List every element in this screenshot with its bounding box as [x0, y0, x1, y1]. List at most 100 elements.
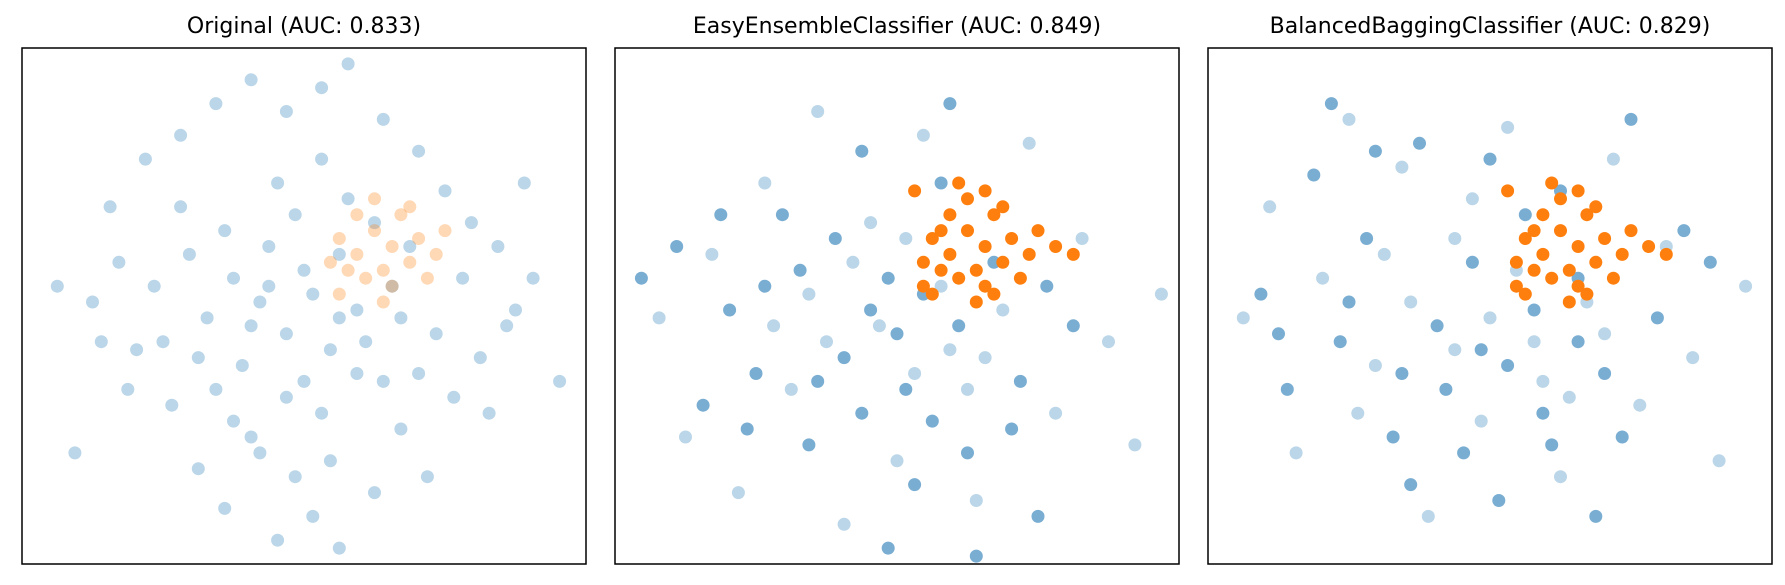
- panel-title-original: Original (AUC: 0.833): [187, 14, 421, 39]
- scatter-point-majority-correct: [1501, 359, 1515, 372]
- scatter-point-majority: [315, 406, 329, 420]
- scatter-point-majority: [385, 279, 399, 293]
- scatter-point-majority: [218, 501, 232, 515]
- scatter-point-minority: [978, 240, 992, 253]
- scatter-point-majority: [403, 240, 417, 253]
- scatter-point-majority: [1448, 232, 1462, 245]
- scatter-point-majority: [517, 176, 531, 190]
- scatter-point-majority: [420, 470, 434, 484]
- scatter-point-minority: [412, 232, 426, 245]
- scatter-point-majority: [200, 311, 214, 325]
- scatter-point-minority: [376, 295, 390, 309]
- scatter-point-majority: [112, 255, 126, 269]
- scatter-point-majority: [872, 319, 886, 333]
- scatter-point-majority: [138, 152, 152, 166]
- scatter-point-majority: [1368, 359, 1382, 372]
- scatter-point-minority: [332, 287, 346, 301]
- scatter-point-majority-correct: [1368, 144, 1382, 158]
- scatter-point-majority-correct: [1413, 136, 1426, 150]
- scatter-point-majority: [473, 351, 487, 365]
- scatter-point-minority: [996, 255, 1010, 269]
- scatter-point-minority: [1545, 176, 1559, 190]
- scatter-point-majority: [156, 335, 170, 349]
- scatter-point-minority: [1022, 247, 1036, 261]
- scatter-point-majority: [1465, 192, 1479, 206]
- scatter-point-majority: [306, 287, 320, 301]
- scatter-point-majority: [1351, 406, 1365, 420]
- scatter-point-majority-correct: [952, 319, 966, 333]
- scatter-point-majority: [456, 271, 470, 285]
- scatter-point-minority: [908, 184, 922, 198]
- scatter-point-minority: [1545, 271, 1559, 285]
- scatter-point-majority: [864, 216, 878, 230]
- scatter-point-majority: [1316, 271, 1330, 285]
- scatter-point-majority: [350, 303, 364, 317]
- scatter-point-minority: [394, 208, 408, 222]
- scatter-point-minority: [323, 255, 337, 269]
- scatter-point-majority-correct: [1492, 494, 1506, 507]
- scatter-point-majority: [315, 152, 329, 166]
- scatter-point-majority: [412, 367, 426, 380]
- scatter-point-majority: [500, 319, 514, 333]
- scatter-point-majority: [1606, 152, 1620, 166]
- scatter-point-majority-correct: [696, 398, 710, 412]
- scatter-point-majority: [332, 541, 346, 555]
- scatter-point-majority: [323, 454, 337, 468]
- scatter-point-minority: [350, 247, 364, 261]
- scatter-point-minority: [1606, 271, 1620, 285]
- scatter-point-minority: [996, 200, 1010, 214]
- scatter-point-majority: [50, 279, 64, 293]
- scatter-point-majority-correct: [890, 327, 904, 341]
- scatter-point-majority: [908, 367, 922, 380]
- scatter-point-majority: [315, 81, 329, 95]
- scatter-point-majority-correct: [1395, 367, 1409, 380]
- scatter-point-minority: [1509, 255, 1523, 269]
- scatter-point-majority-correct: [714, 208, 728, 222]
- scatter-point-majority-correct: [1430, 319, 1444, 333]
- scatter-point-minority: [1598, 232, 1612, 245]
- scatter-point-majority: [368, 216, 381, 230]
- scatter-point-minority: [1536, 247, 1550, 261]
- scatter-point-minority: [969, 295, 983, 309]
- scatter-point-minority: [385, 279, 399, 293]
- scatter-point-minority: [1536, 208, 1550, 222]
- scatter-point-majority: [447, 390, 461, 404]
- scatter-point-majority-correct: [1324, 97, 1338, 111]
- scatter-point-majority-correct: [837, 351, 851, 365]
- scatter-point-majority: [332, 247, 346, 261]
- scatter-point-minority: [978, 184, 992, 198]
- scatter-point-minority: [341, 263, 355, 277]
- scatter-point-majority-correct: [1474, 343, 1488, 357]
- scatter-point-minority: [1615, 247, 1629, 261]
- scatter-point-majority-correct: [925, 414, 939, 428]
- scatter-point-majority: [526, 271, 540, 285]
- scatter-point-majority: [1154, 287, 1168, 301]
- scatter-point-majority: [837, 517, 851, 531]
- scatter-point-minority: [1659, 247, 1673, 261]
- scatter-point-minority: [1527, 263, 1541, 277]
- scatter-point-majority: [376, 374, 390, 388]
- scatter-point-majority: [758, 176, 772, 190]
- scatter-point-majority: [429, 327, 443, 341]
- scatter-point-majority: [767, 319, 781, 333]
- scatter-point-minority: [1066, 247, 1080, 261]
- scatter-point-majority: [1263, 200, 1277, 214]
- scatter-point-majority-correct: [1457, 446, 1471, 460]
- scatter-point-majority-correct: [1527, 303, 1541, 317]
- scatter-point-majority: [262, 240, 276, 253]
- scatter-point-majority-correct: [943, 97, 957, 111]
- scatter-point-majority: [253, 295, 267, 309]
- scatter-point-majority: [359, 335, 373, 349]
- scatter-point-majority-correct: [1404, 478, 1418, 492]
- scatter-point-minority: [438, 224, 452, 238]
- scatter-point-majority: [394, 422, 408, 436]
- scatter-point-minority: [952, 271, 966, 285]
- scatter-point-majority-correct: [670, 240, 684, 253]
- scatter-point-minority: [925, 287, 939, 301]
- scatter-point-majority: [1501, 120, 1515, 134]
- scatter-point-minority: [403, 255, 417, 269]
- scatter-point-majority: [820, 335, 833, 349]
- scatter-point-majority: [68, 446, 82, 460]
- scatter-point-majority: [130, 343, 144, 357]
- scatter-point-majority-correct: [1360, 232, 1374, 245]
